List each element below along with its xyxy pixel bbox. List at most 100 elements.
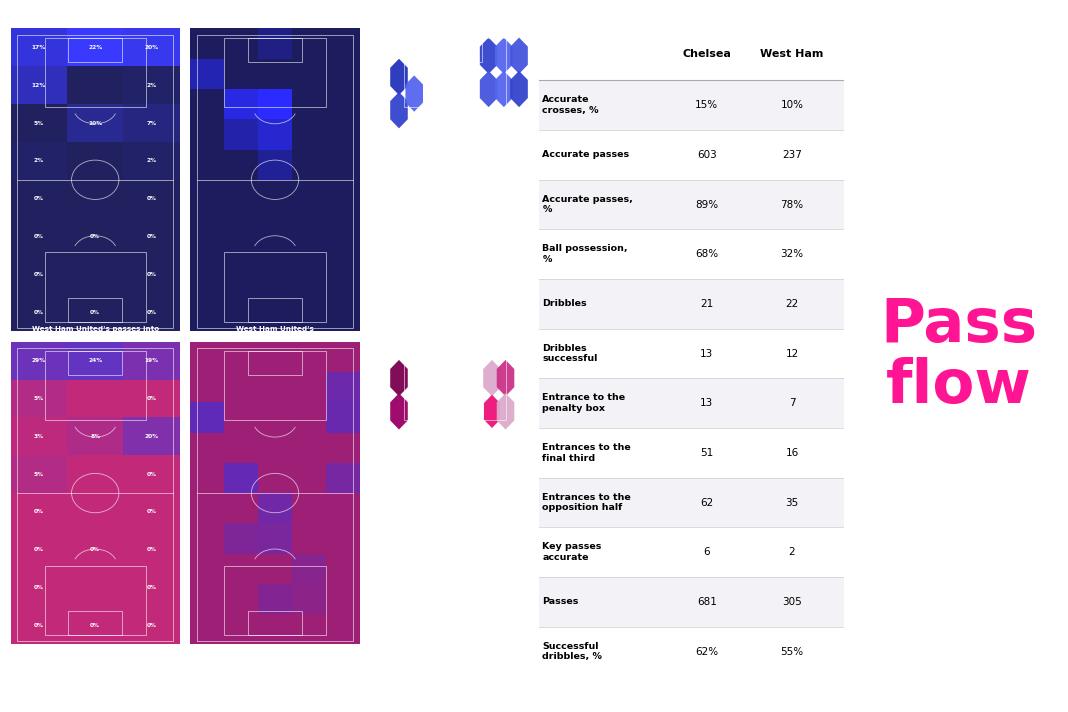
Bar: [326, 584, 360, 614]
Text: 19%: 19%: [144, 358, 159, 363]
Bar: [124, 417, 179, 455]
Bar: [224, 179, 258, 210]
Bar: [258, 493, 292, 523]
Bar: [248, 611, 302, 635]
Bar: [224, 300, 258, 331]
Bar: [11, 104, 67, 142]
Bar: [292, 372, 326, 402]
Polygon shape: [511, 71, 528, 107]
Bar: [539, 279, 844, 329]
Bar: [404, 565, 505, 635]
Bar: [292, 300, 326, 331]
Bar: [258, 150, 292, 179]
Text: 6: 6: [704, 548, 710, 557]
Bar: [67, 66, 124, 104]
Bar: [124, 179, 179, 218]
Text: 89%: 89%: [695, 199, 719, 209]
Bar: [224, 614, 258, 644]
Bar: [68, 298, 122, 322]
Bar: [67, 28, 124, 66]
Bar: [258, 271, 292, 300]
Bar: [124, 104, 179, 142]
Bar: [124, 342, 179, 379]
Bar: [11, 66, 67, 104]
Bar: [67, 379, 124, 417]
Title: West Ham United's
Dribbling zones: West Ham United's Dribbling zones: [236, 326, 314, 340]
Text: 0%: 0%: [90, 548, 100, 553]
Bar: [190, 584, 224, 614]
Bar: [326, 493, 360, 523]
Text: 7%: 7%: [146, 120, 157, 125]
Bar: [190, 28, 224, 59]
Bar: [68, 611, 122, 635]
Bar: [190, 89, 224, 119]
Bar: [11, 569, 67, 607]
Bar: [45, 253, 146, 322]
Bar: [258, 614, 292, 644]
Bar: [292, 433, 326, 463]
Text: Entrances to the
opposition half: Entrances to the opposition half: [543, 493, 631, 513]
Bar: [404, 38, 505, 107]
Text: 0%: 0%: [146, 623, 157, 628]
Bar: [224, 493, 258, 523]
Text: 78%: 78%: [781, 199, 803, 209]
Bar: [11, 218, 67, 256]
Bar: [67, 218, 124, 256]
Text: 8%: 8%: [90, 434, 100, 439]
Text: 0%: 0%: [34, 234, 44, 239]
Bar: [45, 351, 146, 420]
Text: 62: 62: [701, 498, 713, 508]
Bar: [67, 493, 124, 531]
Bar: [292, 119, 326, 150]
Title: West Ham United's
Crosses: West Ham United's Crosses: [415, 326, 493, 340]
Bar: [11, 455, 67, 493]
Text: 0%: 0%: [34, 510, 44, 515]
Text: 35: 35: [785, 498, 799, 508]
Bar: [539, 179, 844, 229]
Bar: [67, 417, 124, 455]
Text: 305: 305: [782, 597, 802, 607]
Bar: [190, 210, 224, 241]
Text: 0%: 0%: [146, 510, 157, 515]
Text: 0%: 0%: [34, 585, 44, 590]
Text: 62%: 62%: [695, 646, 719, 656]
Text: 0%: 0%: [90, 310, 100, 315]
Bar: [11, 531, 67, 569]
Title: West Ham United's passes into
opponents penalty area: West Ham United's passes into opponents …: [32, 326, 159, 340]
Title: Chelsea's passes into
opponents penalty area: Chelsea's passes into opponents penalty …: [46, 13, 144, 26]
Polygon shape: [480, 71, 498, 107]
Text: 10%: 10%: [89, 120, 103, 125]
Text: 3%: 3%: [34, 434, 44, 439]
Bar: [190, 463, 224, 493]
Bar: [326, 300, 360, 331]
Bar: [224, 89, 258, 119]
Text: 13: 13: [701, 398, 713, 408]
Polygon shape: [497, 360, 515, 396]
Text: 22%: 22%: [88, 45, 103, 50]
Bar: [224, 119, 258, 150]
Text: 22: 22: [785, 299, 799, 309]
Bar: [292, 584, 326, 614]
Text: Accurate passes: Accurate passes: [543, 150, 629, 159]
Text: Pass
flow: Pass flow: [880, 296, 1037, 416]
Bar: [190, 271, 224, 300]
Bar: [67, 607, 124, 644]
Text: 0%: 0%: [90, 623, 100, 628]
Text: Chelsea: Chelsea: [682, 48, 732, 58]
Bar: [326, 150, 360, 179]
Text: 5%: 5%: [34, 471, 44, 476]
Text: Dribbles: Dribbles: [543, 300, 587, 308]
Bar: [326, 523, 360, 554]
Bar: [292, 150, 326, 179]
Text: 0%: 0%: [146, 548, 157, 553]
Bar: [190, 59, 224, 89]
Text: 21: 21: [701, 299, 713, 309]
Text: 16: 16: [785, 448, 799, 458]
Bar: [292, 28, 326, 59]
Bar: [224, 253, 326, 322]
Bar: [539, 627, 844, 676]
Text: 15%: 15%: [695, 100, 719, 110]
Bar: [68, 38, 122, 62]
Bar: [292, 493, 326, 523]
Bar: [258, 463, 292, 493]
